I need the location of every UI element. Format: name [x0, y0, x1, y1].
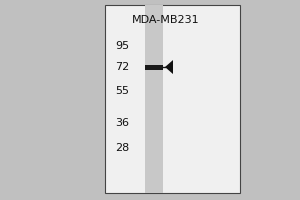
Text: 28: 28 — [115, 143, 129, 153]
Text: 55: 55 — [115, 86, 129, 96]
Bar — [105, 5, 240, 193]
Bar — [145, 5, 163, 193]
Text: 95: 95 — [115, 41, 129, 51]
Text: 36: 36 — [115, 118, 129, 128]
Text: 72: 72 — [115, 62, 129, 72]
Bar — [145, 65, 163, 70]
Text: MDA-MB231: MDA-MB231 — [132, 15, 200, 25]
Polygon shape — [165, 60, 173, 74]
